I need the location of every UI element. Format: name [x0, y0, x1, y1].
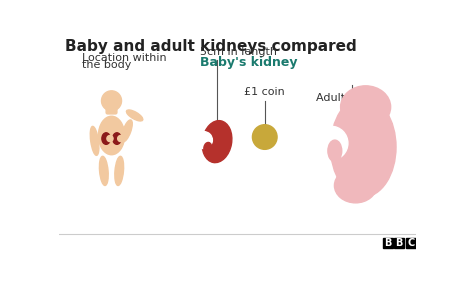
Ellipse shape	[126, 110, 143, 121]
FancyBboxPatch shape	[405, 238, 415, 248]
Ellipse shape	[114, 156, 123, 186]
Ellipse shape	[330, 97, 395, 197]
Text: B: B	[383, 238, 390, 248]
FancyBboxPatch shape	[106, 100, 117, 114]
Circle shape	[195, 132, 212, 149]
Circle shape	[106, 135, 113, 142]
Text: the body: the body	[82, 60, 131, 70]
Text: Baby and adult kidneys compared: Baby and adult kidneys compared	[64, 39, 356, 54]
Circle shape	[252, 125, 276, 149]
Ellipse shape	[113, 133, 121, 144]
Text: 5cm in length: 5cm in length	[200, 47, 276, 57]
Text: B: B	[394, 238, 402, 248]
Ellipse shape	[334, 168, 376, 203]
FancyBboxPatch shape	[382, 238, 392, 248]
Ellipse shape	[327, 140, 341, 162]
Ellipse shape	[98, 116, 125, 155]
FancyBboxPatch shape	[393, 238, 403, 248]
Circle shape	[118, 135, 124, 142]
Text: Adult Kidney: Adult Kidney	[316, 93, 386, 103]
Ellipse shape	[102, 133, 110, 144]
Text: Location within: Location within	[82, 53, 167, 63]
Ellipse shape	[202, 121, 232, 163]
Ellipse shape	[99, 156, 108, 186]
Ellipse shape	[90, 126, 99, 155]
Text: £1 coin: £1 coin	[244, 87, 284, 97]
Text: C: C	[406, 238, 413, 248]
Ellipse shape	[121, 120, 132, 142]
Circle shape	[313, 126, 347, 160]
Ellipse shape	[203, 142, 211, 153]
Text: Baby's kidney: Baby's kidney	[200, 56, 297, 69]
Circle shape	[101, 91, 121, 111]
Ellipse shape	[340, 86, 390, 128]
